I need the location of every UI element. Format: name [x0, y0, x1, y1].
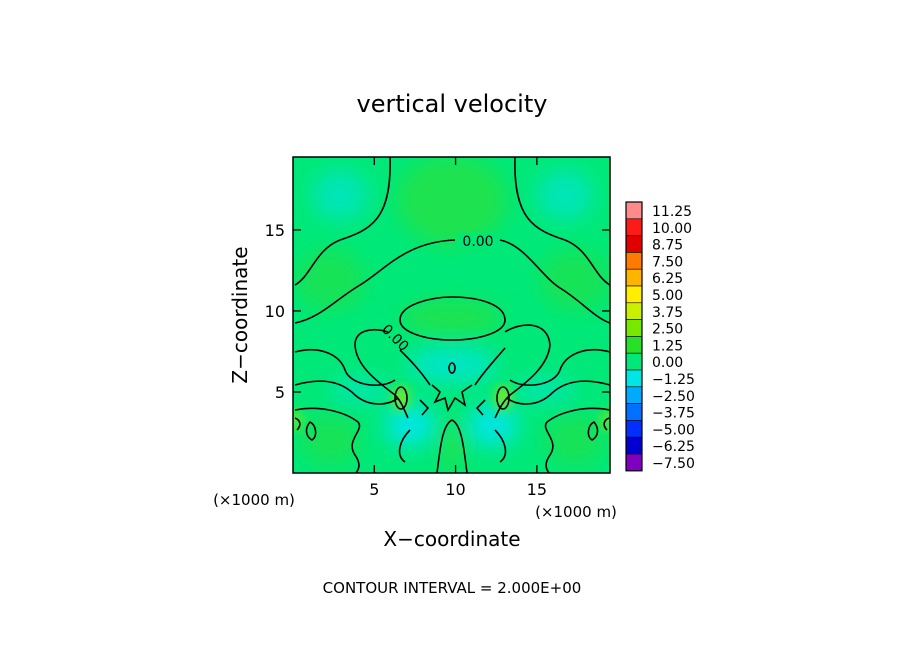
- colorbar-label: 0.00: [652, 355, 683, 371]
- colorbar-label: −6.25: [652, 439, 695, 455]
- contour-line: [544, 407, 610, 473]
- colorbar-swatch: [625, 386, 643, 404]
- contour-line: [394, 386, 408, 410]
- colorbar-swatch: [625, 420, 643, 438]
- contour-line: [494, 429, 507, 463]
- contour-line: [496, 386, 510, 410]
- positive-region-top: [397, 157, 507, 245]
- contour-line: [398, 429, 411, 463]
- positive-region-lower-right: [545, 415, 605, 465]
- contour-interval-label: CONTOUR INTERVAL = 2.000E+00: [323, 579, 582, 597]
- positive-region-center: [402, 300, 502, 336]
- colorbar-swatch: [625, 403, 643, 421]
- colorbar-swatch: [625, 218, 643, 236]
- contour-line: [474, 347, 506, 386]
- colorbar-label: −3.75: [652, 406, 695, 422]
- negative-region-mid: [407, 347, 497, 383]
- contour-line: [448, 362, 456, 374]
- plot-area: 0.00 0.00: [293, 157, 610, 473]
- contour-line: [499, 239, 610, 324]
- contour-line: [419, 399, 430, 416]
- colorbar-label: −2.50: [652, 389, 695, 405]
- contour-line: [436, 419, 468, 473]
- colorbar-label: 8.75: [652, 238, 683, 254]
- contour-line: [506, 380, 610, 405]
- colorbar-label: 2.50: [652, 322, 683, 338]
- positive-region-left: [295, 250, 365, 310]
- contour-line: [494, 324, 551, 419]
- contour-line: [514, 157, 610, 286]
- colorbar-label: −1.25: [652, 372, 695, 388]
- contour-line: [399, 296, 506, 341]
- contour-line: [587, 421, 599, 441]
- x-tick-label: 5: [369, 480, 379, 499]
- negative-region-side-left: [330, 378, 390, 402]
- maximum-right: [496, 386, 510, 410]
- colorbar-label: −5.00: [652, 422, 695, 438]
- plot-frame: [292, 156, 611, 474]
- colorbar-label: 5.00: [652, 288, 683, 304]
- x-tick-label: 15: [527, 480, 547, 499]
- colorbar-swatch: [625, 235, 643, 253]
- colorbar-swatch: [625, 302, 643, 320]
- colorbar-label: 1.25: [652, 338, 683, 354]
- contour-line: [399, 349, 431, 386]
- colorbar-swatch: [625, 369, 643, 388]
- contour-line: [294, 407, 361, 473]
- y-tick-label: 5: [275, 383, 285, 402]
- field-maxima: [293, 386, 610, 430]
- contour-label: 0.00: [462, 234, 493, 250]
- colorbar-label: 7.50: [652, 254, 683, 270]
- y-tick-label: 15: [265, 221, 285, 240]
- contour-line: [294, 348, 396, 386]
- colorbar-swatch: [625, 201, 643, 220]
- contour-line: [354, 329, 409, 419]
- negative-region-low-right: [468, 403, 518, 447]
- x-unit-label-left: (×1000 m): [213, 491, 295, 509]
- colorbar-swatch: [625, 436, 643, 455]
- colorbar-swatch: [625, 319, 643, 337]
- contour-line: [305, 421, 317, 441]
- colorbar-swatch: [625, 352, 643, 371]
- colorbar-swatch: [625, 453, 643, 472]
- negative-region-side-right: [515, 378, 575, 402]
- colorbar-frame: [625, 201, 643, 472]
- contour-line: [294, 380, 399, 405]
- x-axis-title: X−coordinate: [383, 527, 520, 551]
- colorbar: 11.2510.008.757.506.255.003.752.501.250.…: [625, 201, 695, 472]
- y-axis: 5 10 15: [265, 221, 610, 402]
- colorbar-label: 10.00: [652, 221, 692, 237]
- maximum-edge-left: [293, 410, 300, 430]
- colorbar-swatch: [625, 285, 643, 304]
- contour-line: [294, 239, 456, 324]
- y-tick-label: 10: [265, 302, 285, 321]
- x-axis: 5 10 15: [369, 157, 547, 499]
- contour-line: [294, 417, 301, 431]
- colorbar-label: 3.75: [652, 305, 683, 321]
- colorbar-label: −7.50: [652, 456, 695, 472]
- maximum-left: [394, 386, 408, 410]
- colorbar-label: 11.25: [652, 204, 692, 220]
- colorbar-swatch: [625, 252, 643, 270]
- contour-line: [509, 348, 610, 386]
- contour-line: [475, 399, 486, 416]
- contour-label-bg: [458, 233, 498, 247]
- contour-line: [294, 157, 391, 286]
- x-unit-label-right: (×1000 m): [535, 503, 617, 521]
- positive-region-column: [440, 417, 464, 473]
- x-tick-label: 10: [445, 480, 465, 499]
- colorbar-swatch: [625, 268, 643, 287]
- negative-region-top-left: [312, 170, 368, 220]
- chart-title: vertical velocity: [357, 90, 548, 118]
- contour-lines: [294, 157, 610, 473]
- contour-line: [431, 384, 473, 413]
- colorbar-swatch: [625, 336, 643, 354]
- contour-line: [603, 417, 610, 431]
- colorbar-label: 6.25: [652, 271, 683, 287]
- negative-region-top-right: [537, 170, 593, 220]
- y-axis-title: Z−coordinate: [228, 246, 252, 383]
